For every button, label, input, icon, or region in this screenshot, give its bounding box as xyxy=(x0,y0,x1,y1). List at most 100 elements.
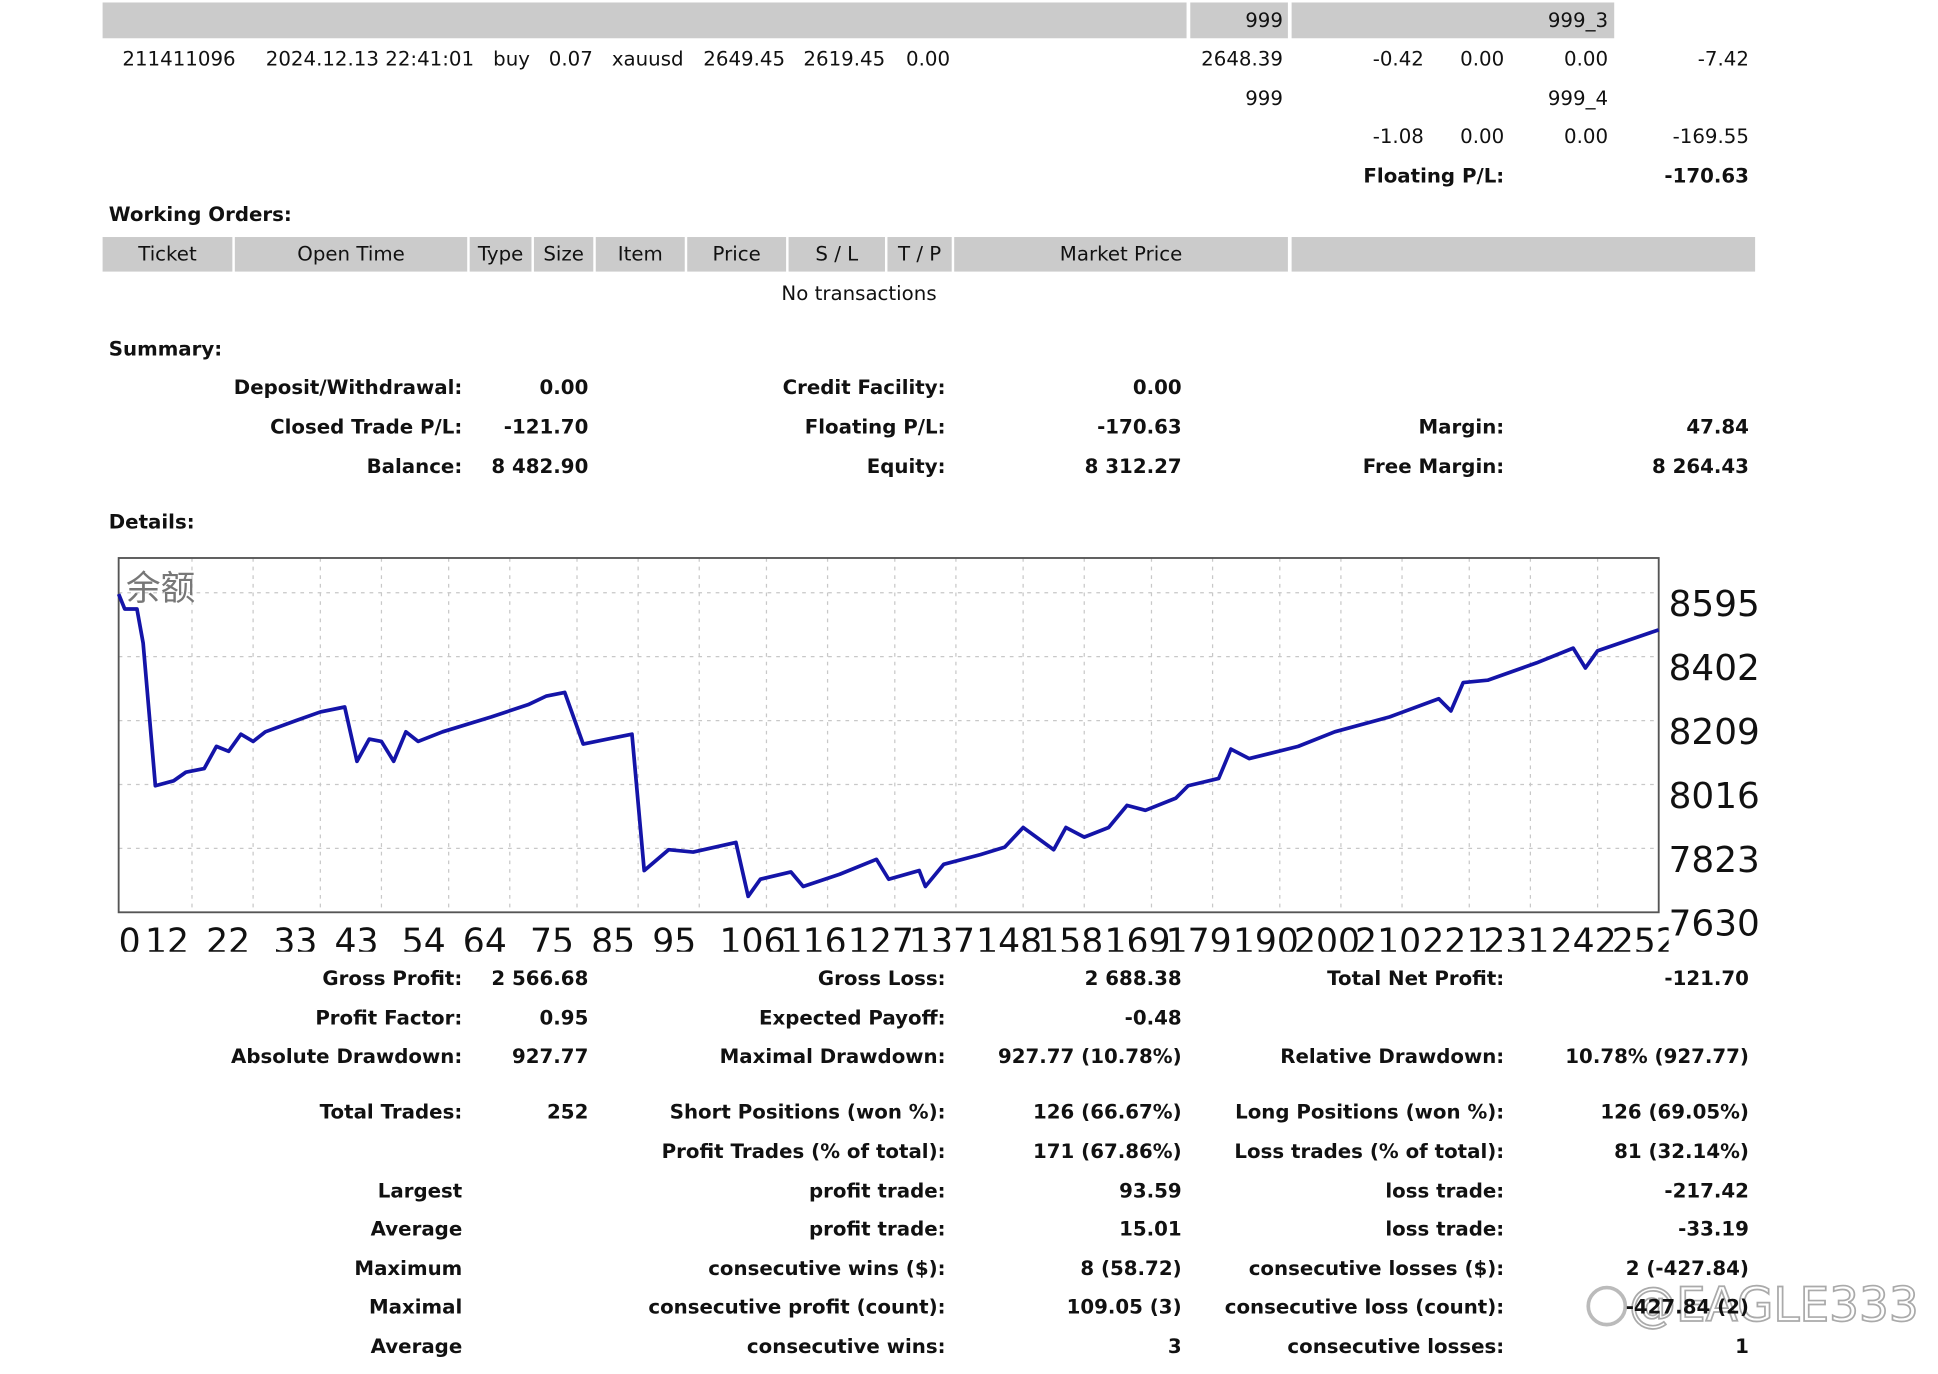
stat-label: Expected Payoff: xyxy=(758,1006,946,1030)
x-tick-label: 169 xyxy=(1105,922,1171,962)
stat-value: 93.59 xyxy=(1119,1178,1182,1203)
empty-message: No transactions xyxy=(781,281,937,305)
y-tick-label: 8016 xyxy=(1669,776,1760,817)
stat-value: 10.78% (927.77) xyxy=(1565,1044,1749,1068)
summary-value: 8 264.43 xyxy=(1651,454,1749,478)
summary-value: 8 312.27 xyxy=(1084,454,1182,478)
stat-label: Maximum xyxy=(354,1256,463,1281)
summary-value: 0.00 xyxy=(539,375,589,399)
column-label: Type xyxy=(477,241,524,266)
stat-label: Average xyxy=(370,1217,463,1241)
stat-value: 109.05 (3) xyxy=(1066,1294,1182,1319)
stat-value: -0.48 xyxy=(1124,1006,1182,1030)
stat-label: loss trade: xyxy=(1385,1217,1505,1241)
x-tick-label: 137 xyxy=(909,922,975,962)
section-title: Working Orders: xyxy=(108,202,292,226)
section-title: Details: xyxy=(108,509,195,534)
stat-label: Absolute Drawdown: xyxy=(231,1044,463,1068)
summary-label: Margin: xyxy=(1418,414,1505,439)
x-tick-label: 22 xyxy=(206,922,250,962)
stat-label: Gross Loss: xyxy=(817,966,946,991)
stat-value: 252 xyxy=(547,1099,589,1124)
x-tick-label: 179 xyxy=(1166,922,1232,962)
stat-value: 1 xyxy=(1735,1334,1749,1358)
stat-value: 927.77 xyxy=(512,1044,589,1068)
column-label: Item xyxy=(617,241,663,266)
stat-label: Average xyxy=(370,1334,463,1358)
x-tick-label: 43 xyxy=(334,922,378,962)
x-tick-label: 12 xyxy=(145,922,189,962)
summary-label: Balance: xyxy=(366,454,463,478)
column-label: Ticket xyxy=(138,241,197,266)
position-cell: 999 xyxy=(1245,8,1283,33)
position-cell: 999_3 xyxy=(1547,8,1609,33)
column-label: Price xyxy=(712,241,761,266)
column-header xyxy=(887,237,952,272)
summary-label: Closed Trade P/L: xyxy=(270,414,463,439)
position-cell: 2648.39 xyxy=(1201,46,1283,71)
stat-value: 81 (32.14%) xyxy=(1614,1139,1749,1163)
stat-value: -121.70 xyxy=(1664,966,1749,991)
stat-value: 2 (-427.84) xyxy=(1625,1256,1749,1281)
stat-label: loss trade: xyxy=(1385,1178,1505,1203)
column-header xyxy=(954,237,1288,272)
summary-label: Deposit/Withdrawal: xyxy=(233,375,463,399)
stat-label: Profit Trades (% of total): xyxy=(661,1139,946,1163)
position-cell: 0.00 xyxy=(1460,46,1505,71)
position-cell: 0.00 xyxy=(1564,124,1609,149)
stat-value: 8 (58.72) xyxy=(1080,1256,1182,1281)
stat-label: consecutive profit (count): xyxy=(648,1294,946,1319)
stat-value: 0.95 xyxy=(539,1006,589,1030)
column-label: T / P xyxy=(897,241,942,266)
position-cell: 0.00 xyxy=(905,46,951,71)
stat-value: 171 (67.86%) xyxy=(1033,1139,1182,1163)
stat-label: consecutive losses: xyxy=(1287,1334,1505,1358)
column-header xyxy=(234,237,468,272)
stat-label: consecutive wins ($): xyxy=(708,1256,946,1281)
position-cell: xauusd xyxy=(611,46,684,71)
stat-value: 126 (69.05%) xyxy=(1600,1099,1749,1124)
x-tick-label: 242 xyxy=(1551,922,1617,962)
stat-value: -33.19 xyxy=(1678,1217,1749,1241)
y-tick-label: 8595 xyxy=(1669,584,1760,625)
stat-label: Maximal xyxy=(368,1294,463,1319)
header-cell xyxy=(1190,2,1288,39)
summary-label: Floating P/L: xyxy=(804,414,946,439)
x-tick-label: 95 xyxy=(652,922,696,962)
x-tick-label: 85 xyxy=(591,922,635,962)
position-cell: -169.55 xyxy=(1672,124,1749,149)
y-tick-label: 7823 xyxy=(1669,840,1760,881)
summary-label: Free Margin: xyxy=(1362,454,1505,478)
summary-value: 0.00 xyxy=(1132,375,1182,399)
chart-title: 余额 xyxy=(126,569,195,609)
stat-label: Long Positions (won %): xyxy=(1235,1099,1505,1124)
stat-label: Loss trades (% of total): xyxy=(1234,1139,1505,1163)
position-cell: -1.08 xyxy=(1372,124,1424,149)
stat-value: 15.01 xyxy=(1119,1217,1182,1241)
x-tick-label: 231 xyxy=(1483,922,1549,962)
plot-border xyxy=(117,557,1660,914)
stat-label: Total Net Profit: xyxy=(1327,966,1505,991)
stat-value: -427.84 (2) xyxy=(1625,1294,1749,1319)
stat-value: 2 566.68 xyxy=(491,966,589,991)
column-label: S / L xyxy=(815,241,859,266)
stat-label: Total Trades: xyxy=(319,1099,463,1124)
position-cell: -0.42 xyxy=(1372,46,1424,71)
x-tick-label: 221 xyxy=(1422,922,1488,962)
x-tick-label: 0 xyxy=(119,922,141,962)
summary-value: -170.63 xyxy=(1097,414,1182,439)
position-cell: 211411096 xyxy=(122,46,236,71)
x-tick-label: 148 xyxy=(976,922,1042,962)
stat-value: 2 688.38 xyxy=(1084,966,1182,991)
stat-value: -217.42 xyxy=(1664,1178,1749,1203)
stat-label: Short Positions (won %): xyxy=(669,1099,946,1124)
header-cell xyxy=(102,2,1187,39)
position-cell: 999 xyxy=(1245,86,1283,110)
column-header xyxy=(102,237,233,272)
y-tick-label: 8209 xyxy=(1669,712,1760,753)
position-cell: buy xyxy=(493,46,530,71)
column-header xyxy=(788,237,885,272)
